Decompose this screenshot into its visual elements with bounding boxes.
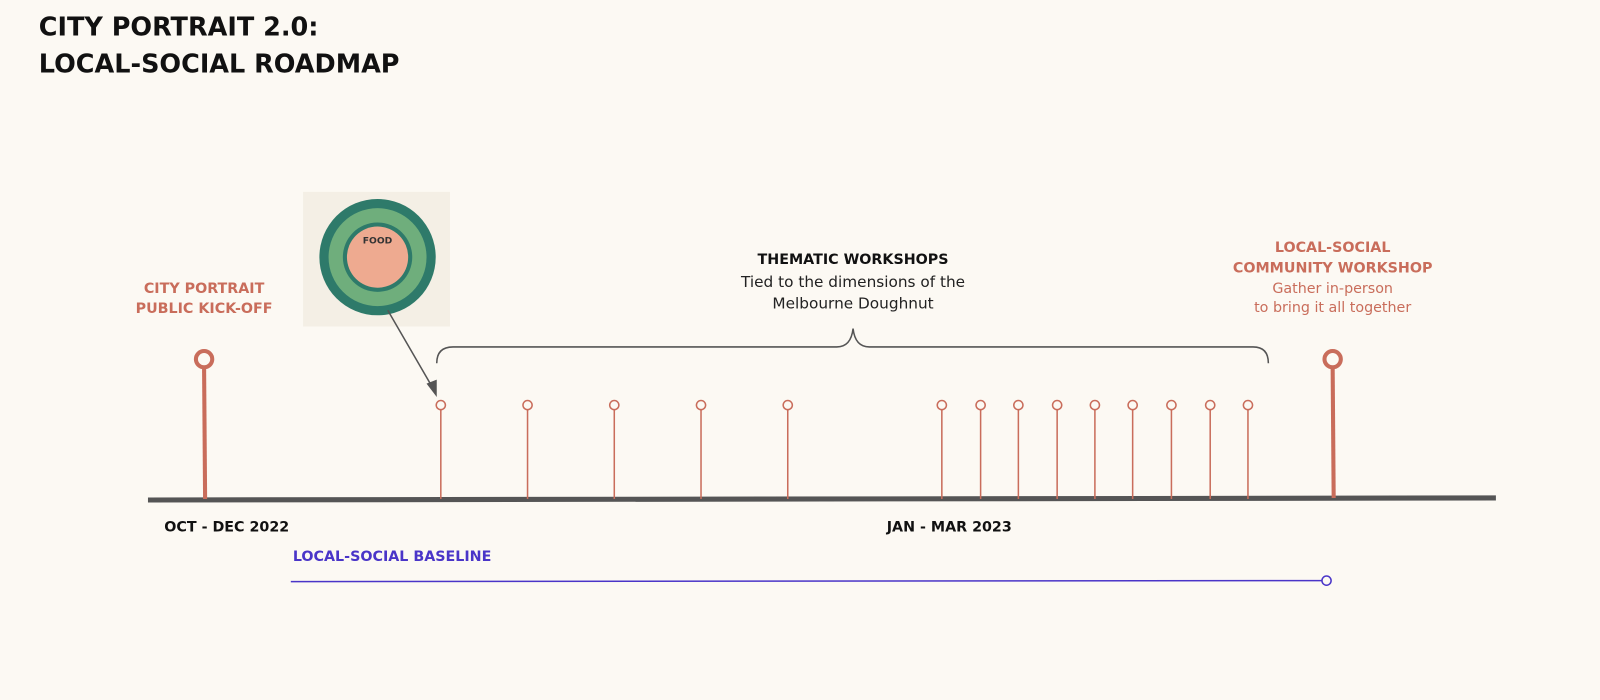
kickoff-label: PUBLIC KICK-OFF <box>136 301 273 317</box>
workshop-pin-head <box>1051 399 1063 411</box>
workshop-pin-head <box>936 399 948 411</box>
thematic-description: Tied to the dimensions of the <box>740 273 965 291</box>
workshop-pin-head <box>975 399 986 411</box>
workshop-pin-head <box>1242 399 1254 411</box>
workshop-pin-head <box>695 399 707 411</box>
workshop-pin-head <box>608 399 620 411</box>
title-line: LOCAL-SOCIAL ROADMAP <box>39 49 400 79</box>
thematic-brace <box>435 328 1270 364</box>
period-label: JAN - MAR 2023 <box>886 520 1012 536</box>
workshop-pin-head <box>1166 399 1177 411</box>
kickoff-label: CITY PORTRAIT <box>144 281 265 297</box>
community-pin <box>1330 367 1336 498</box>
badge-core <box>346 226 409 288</box>
kickoff-pin-head <box>193 348 215 370</box>
kickoff-pin <box>202 367 208 499</box>
community-description: to bring it all together <box>1254 300 1411 316</box>
workshop-pin-head <box>1089 399 1101 411</box>
workshop-pin-head <box>1204 399 1216 411</box>
thematic-description: Melbourne Doughnut <box>772 295 933 313</box>
workshop-pin-head <box>435 399 447 411</box>
timeline-axis <box>147 495 1496 503</box>
workshop-pin-head <box>522 399 533 411</box>
title-line: CITY PORTRAIT 2.0: <box>39 13 319 43</box>
baseline-label: LOCAL-SOCIAL BASELINE <box>293 549 492 565</box>
period-label: OCT - DEC 2022 <box>164 520 289 536</box>
community-description: Gather in-person <box>1272 281 1393 297</box>
community-heading: COMMUNITY WORKSHOP <box>1233 260 1433 276</box>
workshop-pin-head <box>782 399 794 411</box>
badge-arrowhead <box>426 379 437 397</box>
workshop-pin-head <box>1013 399 1024 411</box>
community-heading: LOCAL-SOCIAL <box>1275 240 1391 256</box>
badge-arrow <box>387 309 434 389</box>
baseline-end <box>1321 575 1332 586</box>
workshop-pin-head <box>1127 399 1139 411</box>
thematic-heading: THEMATIC WORKSHOPS <box>758 252 949 268</box>
badge-label: FOOD <box>363 235 393 246</box>
workshop-pins <box>435 399 1254 499</box>
baseline-line <box>290 579 1323 583</box>
community-pin-head <box>1322 348 1343 370</box>
